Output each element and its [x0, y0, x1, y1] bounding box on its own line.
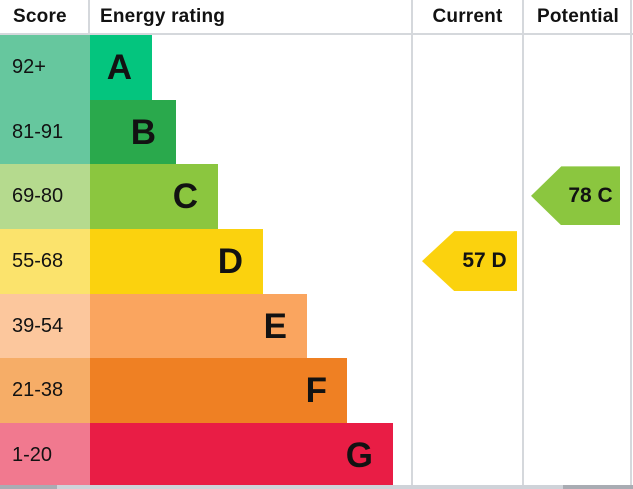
score-range: 1-20 [0, 423, 90, 488]
rating-band-row: 21-38 F [0, 358, 633, 424]
header-current: Current [432, 5, 503, 27]
rating-letter: C [172, 177, 198, 217]
score-range: 81-91 [0, 99, 90, 165]
rating-bar: G [90, 423, 393, 488]
score-range: 69-80 [0, 164, 90, 230]
potential-rating-label: 78 C [568, 183, 613, 207]
rating-bar: E [90, 293, 307, 359]
rating-bands: 92+ A 81-91 B 69-80 C 55-68 D 39-54 [0, 35, 633, 488]
rating-band-row: 69-80 C [0, 164, 633, 230]
header-potential: Potential [536, 5, 620, 27]
rating-letter: E [263, 306, 287, 346]
divider-right-edge [630, 0, 632, 486]
score-range: 39-54 [0, 293, 90, 359]
rating-bar: D [90, 229, 263, 294]
score-range: 92+ [0, 35, 90, 100]
header-energy-rating: Energy rating [100, 5, 226, 27]
rating-letter: F [305, 371, 327, 411]
header-score: Score [0, 0, 90, 33]
bottom-scrollbar-track[interactable] [0, 485, 633, 489]
rating-band-row: 55-68 D [0, 229, 633, 294]
bottom-scrollbar-segment-right[interactable] [563, 485, 633, 489]
divider-energy-rating-current [411, 0, 413, 486]
rating-bar: F [90, 358, 347, 424]
rating-bar: C [90, 164, 218, 230]
rating-letter: G [345, 435, 373, 475]
divider-current-potential [522, 0, 524, 486]
rating-band-row: 39-54 E [0, 293, 633, 359]
rating-letter: D [217, 241, 243, 281]
rating-letter: B [130, 112, 156, 152]
rating-band-row: 1-20 G [0, 423, 633, 488]
score-range: 21-38 [0, 358, 90, 424]
rating-band-row: 81-91 B [0, 99, 633, 165]
current-rating-label: 57 D [462, 249, 507, 273]
rating-bar: A [90, 35, 152, 100]
rating-letter: A [106, 47, 132, 87]
rating-bar: B [90, 99, 176, 165]
rating-band-row: 92+ A [0, 35, 633, 100]
chart-header-row: Score Energy rating Current Potential [0, 0, 633, 35]
score-range: 55-68 [0, 229, 90, 294]
bottom-scrollbar-segment-left[interactable] [0, 485, 57, 489]
